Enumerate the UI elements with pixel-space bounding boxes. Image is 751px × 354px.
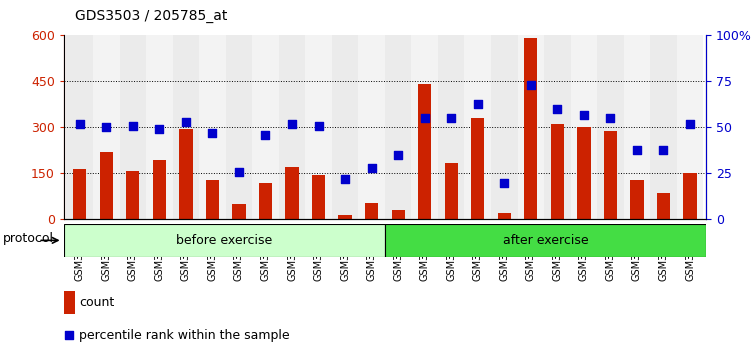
Point bbox=[366, 165, 378, 171]
Bar bbox=[67, 35, 93, 219]
Bar bbox=[491, 35, 517, 219]
Point bbox=[153, 126, 165, 132]
Bar bbox=[418, 85, 431, 219]
Point bbox=[63, 333, 75, 338]
Point bbox=[605, 115, 617, 121]
Point bbox=[657, 147, 669, 152]
Bar bbox=[391, 210, 405, 219]
Point bbox=[74, 121, 86, 127]
Point bbox=[445, 115, 457, 121]
Point bbox=[578, 112, 590, 118]
Point bbox=[207, 130, 219, 136]
Bar bbox=[279, 35, 306, 219]
Text: after exercise: after exercise bbox=[502, 234, 588, 247]
Point bbox=[418, 115, 430, 121]
Bar bbox=[152, 160, 166, 219]
Text: before exercise: before exercise bbox=[176, 234, 273, 247]
Bar bbox=[259, 183, 272, 219]
Point bbox=[525, 82, 537, 88]
Bar bbox=[438, 35, 464, 219]
Bar bbox=[524, 39, 538, 219]
Bar bbox=[412, 35, 438, 219]
Bar bbox=[179, 129, 192, 219]
Bar bbox=[226, 35, 252, 219]
Bar bbox=[597, 35, 623, 219]
Text: count: count bbox=[80, 296, 114, 309]
Bar bbox=[677, 35, 703, 219]
Point bbox=[233, 169, 245, 175]
Bar bbox=[332, 35, 358, 219]
Bar bbox=[73, 169, 86, 219]
Bar bbox=[339, 215, 351, 219]
Bar bbox=[64, 224, 385, 257]
Bar bbox=[445, 163, 458, 219]
Bar bbox=[630, 179, 644, 219]
Bar bbox=[385, 35, 412, 219]
Point bbox=[180, 119, 192, 125]
Point bbox=[127, 123, 139, 129]
Bar bbox=[126, 171, 140, 219]
Bar bbox=[64, 291, 75, 314]
Point bbox=[286, 121, 298, 127]
Bar bbox=[550, 124, 564, 219]
Bar bbox=[306, 35, 332, 219]
Text: GDS3503 / 205785_at: GDS3503 / 205785_at bbox=[75, 9, 228, 23]
Bar bbox=[498, 213, 511, 219]
Bar bbox=[252, 35, 279, 219]
Bar bbox=[93, 35, 119, 219]
Bar bbox=[173, 35, 199, 219]
Bar bbox=[604, 131, 617, 219]
Bar bbox=[623, 35, 650, 219]
Bar bbox=[683, 173, 697, 219]
Bar bbox=[650, 35, 677, 219]
Bar bbox=[119, 35, 146, 219]
Point bbox=[498, 180, 510, 185]
Bar bbox=[464, 35, 491, 219]
Bar bbox=[517, 35, 544, 219]
Point bbox=[684, 121, 696, 127]
Bar bbox=[358, 35, 385, 219]
Bar bbox=[657, 193, 670, 219]
Bar bbox=[312, 175, 325, 219]
Bar bbox=[385, 224, 706, 257]
Point bbox=[260, 132, 272, 138]
Bar bbox=[232, 204, 246, 219]
Bar bbox=[206, 179, 219, 219]
Point bbox=[551, 106, 563, 112]
Point bbox=[631, 147, 643, 152]
Bar bbox=[146, 35, 173, 219]
Point bbox=[101, 125, 113, 130]
Text: percentile rank within the sample: percentile rank within the sample bbox=[80, 329, 290, 342]
Bar bbox=[365, 202, 379, 219]
Point bbox=[472, 101, 484, 106]
Text: protocol: protocol bbox=[3, 232, 54, 245]
Bar bbox=[100, 152, 113, 219]
Bar bbox=[571, 35, 597, 219]
Bar bbox=[578, 127, 590, 219]
Bar bbox=[544, 35, 571, 219]
Bar bbox=[471, 118, 484, 219]
Point bbox=[312, 123, 324, 129]
Bar bbox=[199, 35, 226, 219]
Point bbox=[392, 152, 404, 158]
Bar bbox=[285, 167, 299, 219]
Point bbox=[339, 176, 351, 182]
